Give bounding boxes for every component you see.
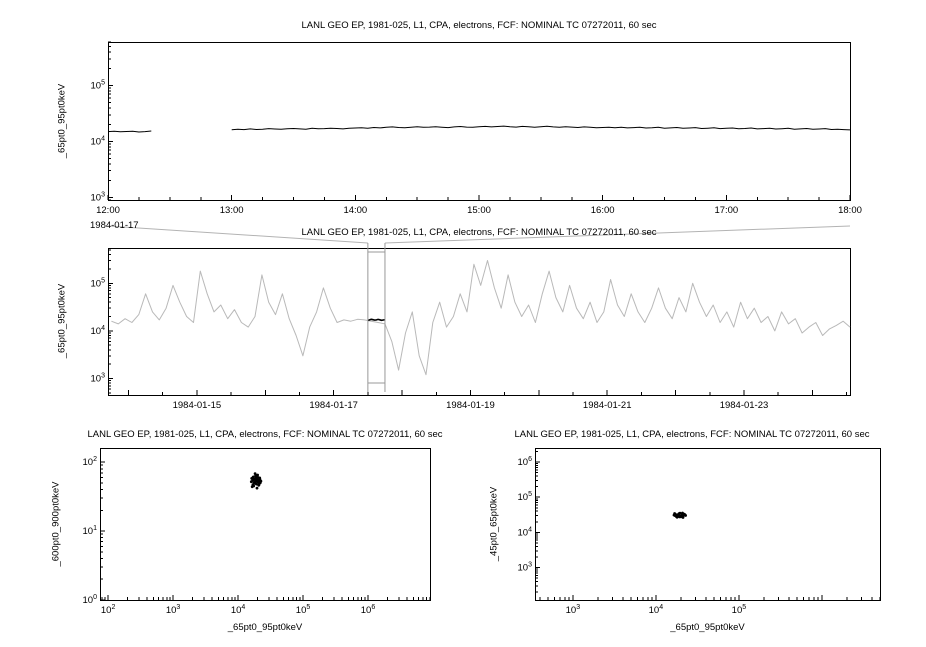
plot-title-top: LANL GEO EP, 1981-025, L1, CPA, electron… bbox=[301, 20, 657, 31]
x-axis-date-label: 1984-01-17 bbox=[90, 220, 139, 231]
svg-text:103: 103 bbox=[91, 191, 106, 203]
y-axis-label-bottom-left: _600pt0_900pt0keV bbox=[50, 481, 62, 567]
svg-text:16:00: 16:00 bbox=[591, 205, 615, 216]
svg-text:102: 102 bbox=[83, 456, 98, 468]
svg-text:105: 105 bbox=[91, 80, 106, 92]
svg-text:102: 102 bbox=[101, 604, 116, 616]
svg-text:104: 104 bbox=[91, 135, 106, 147]
svg-text:1984-01-23: 1984-01-23 bbox=[720, 400, 769, 411]
plot-title-bottom-right: LANL GEO EP, 1981-025, L1, CPA, electron… bbox=[514, 429, 870, 440]
x-axis-label-bottom-right: _65pt0_95pt0keV bbox=[670, 622, 745, 633]
svg-text:105: 105 bbox=[91, 277, 106, 289]
svg-text:1984-01-19: 1984-01-19 bbox=[446, 400, 495, 411]
svg-text:17:00: 17:00 bbox=[714, 205, 738, 216]
svg-text:103: 103 bbox=[518, 562, 533, 574]
plot-title-context: LANL GEO EP, 1981-025, L1, CPA, electron… bbox=[301, 227, 657, 238]
svg-text:1984-01-21: 1984-01-21 bbox=[583, 400, 632, 411]
svg-text:18:00: 18:00 bbox=[838, 205, 862, 216]
svg-text:103: 103 bbox=[566, 604, 581, 616]
svg-text:104: 104 bbox=[231, 604, 246, 616]
zoom-region-box[interactable] bbox=[367, 243, 386, 392]
y-axis-label-top: _65pt0_95pt0keV bbox=[56, 83, 68, 159]
svg-text:104: 104 bbox=[649, 604, 664, 616]
zoom-connector-lines bbox=[107, 225, 851, 244]
svg-text:104: 104 bbox=[518, 526, 533, 538]
scatter-600-900-plot[interactable]: 102 103 104 105 106 100 101 102 bbox=[83, 448, 431, 617]
x-axis-label-bottom-left: _65pt0_95pt0keV bbox=[227, 622, 303, 633]
svg-text:103: 103 bbox=[166, 604, 181, 616]
svg-text:104: 104 bbox=[91, 325, 106, 337]
context-overview-plot[interactable]: 1984-01-15 1984-01-17 1984-01-19 1984-01-21… bbox=[91, 248, 851, 412]
svg-text:105: 105 bbox=[518, 491, 533, 503]
top-timeseries-plot[interactable]: 12:00 13:00 14:00 15:00 16:00 17:00 18:00 103 10… bbox=[91, 41, 862, 216]
svg-text:14:00: 14:00 bbox=[343, 205, 367, 216]
svg-text:1984-01-17: 1984-01-17 bbox=[309, 400, 358, 411]
y-axis-label-context: _65pt0_95pt0keV bbox=[56, 283, 68, 359]
svg-text:106: 106 bbox=[361, 604, 376, 616]
svg-text:12:00: 12:00 bbox=[96, 205, 120, 216]
svg-text:100: 100 bbox=[83, 594, 98, 606]
svg-text:101: 101 bbox=[83, 525, 98, 537]
svg-text:15:00: 15:00 bbox=[467, 205, 491, 216]
plot-title-bottom-left: LANL GEO EP, 1981-025, L1, CPA, electron… bbox=[87, 429, 443, 440]
y-axis-label-bottom-right: _45pt0_65pt0keV bbox=[488, 486, 500, 562]
svg-text:103: 103 bbox=[91, 372, 106, 384]
svg-text:13:00: 13:00 bbox=[220, 205, 244, 216]
scatter-45-65-plot[interactable]: 103 104 105 103 104 105 106 bbox=[518, 448, 881, 617]
svg-text:105: 105 bbox=[732, 604, 747, 616]
svg-text:106: 106 bbox=[518, 456, 533, 468]
svg-text:1984-01-15: 1984-01-15 bbox=[173, 400, 222, 411]
svg-text:105: 105 bbox=[296, 604, 311, 616]
